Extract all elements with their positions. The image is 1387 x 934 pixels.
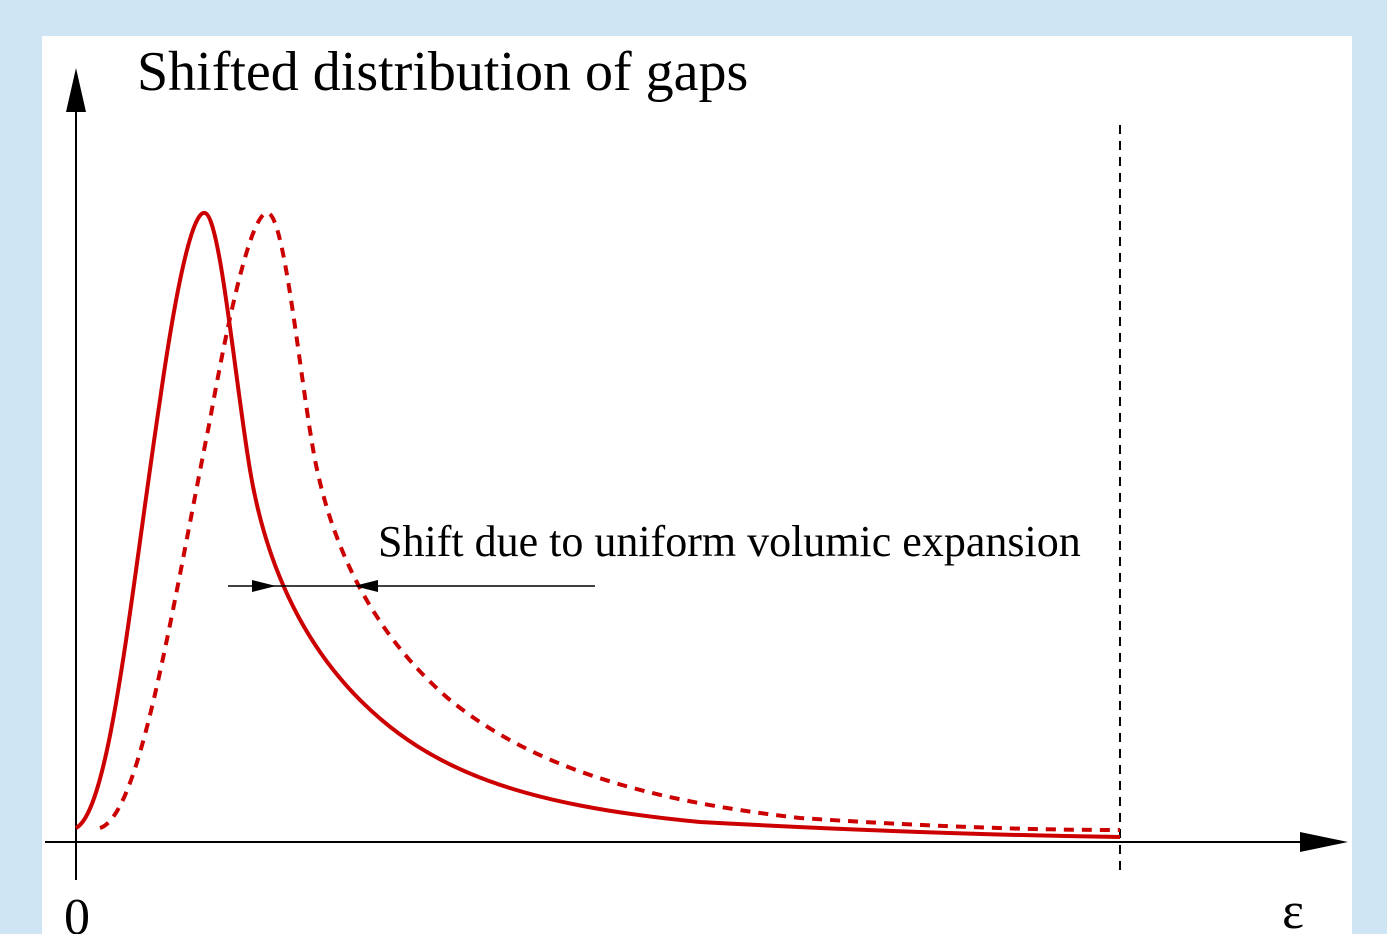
shift-arrow-left	[354, 580, 378, 592]
x-axis-label: ε	[1282, 883, 1304, 934]
origin-label: 0	[64, 889, 90, 934]
title: Shifted distribution of gaps	[137, 41, 748, 103]
annotation: Shift due to uniform volumic expansion	[378, 517, 1081, 566]
panel	[42, 36, 1352, 934]
original-distribution	[74, 210, 1121, 839]
shift-arrow-right	[252, 580, 276, 592]
y-axis-arrow	[66, 68, 86, 112]
x-axis-arrow	[1300, 832, 1348, 852]
shifted-distribution	[99, 211, 1121, 832]
